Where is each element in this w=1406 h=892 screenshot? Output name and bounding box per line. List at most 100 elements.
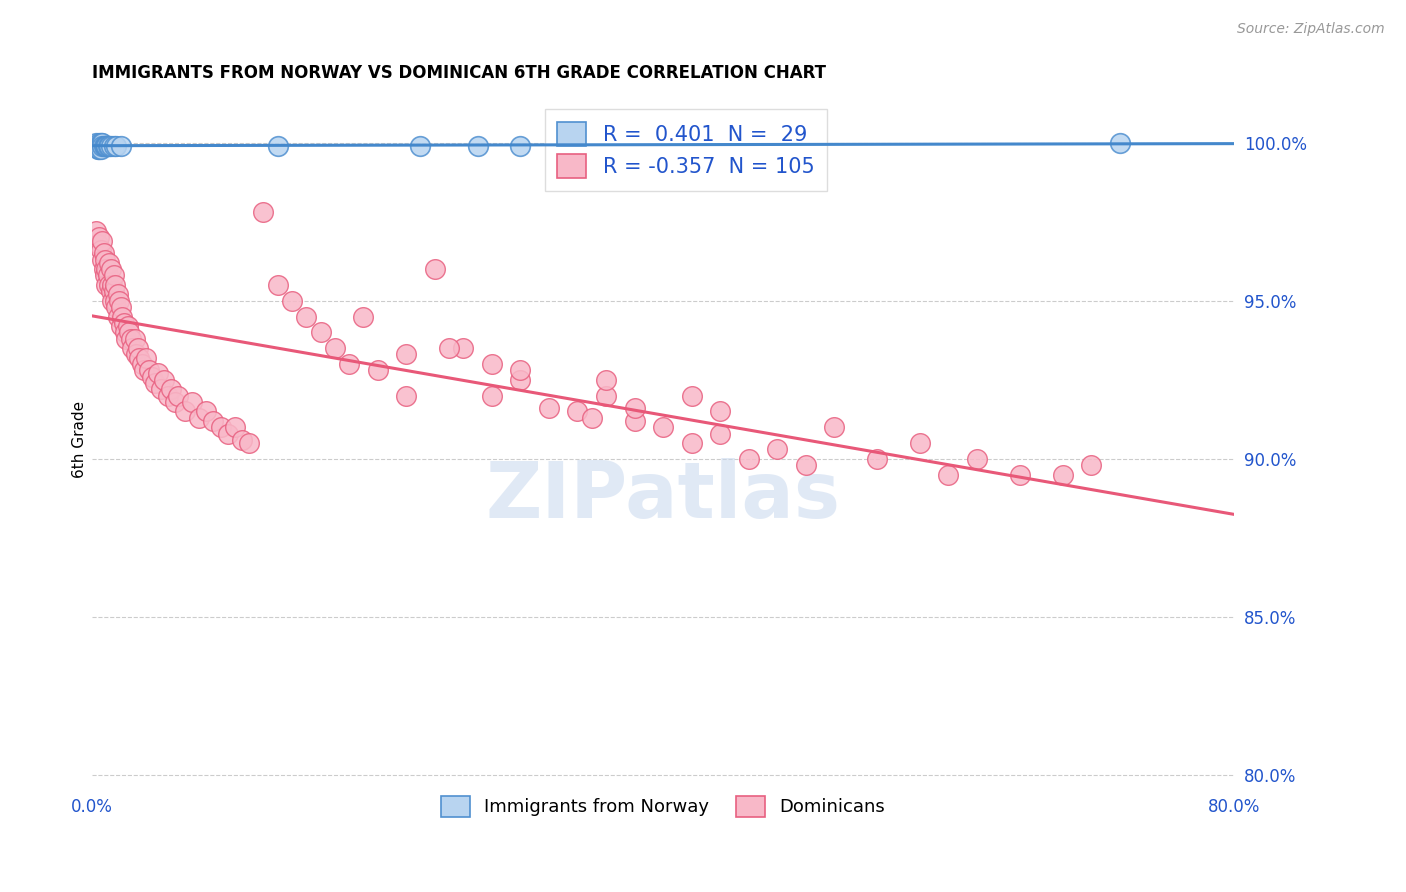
Point xyxy=(224,420,246,434)
Point xyxy=(423,262,446,277)
Point xyxy=(267,138,290,153)
Point xyxy=(86,224,108,238)
Point xyxy=(146,367,169,381)
Point xyxy=(107,287,129,301)
Point xyxy=(866,451,889,466)
Point xyxy=(101,277,124,292)
Point xyxy=(141,369,163,384)
Point xyxy=(90,136,112,150)
Point xyxy=(98,277,121,292)
Point xyxy=(567,404,589,418)
Point xyxy=(323,341,346,355)
Point xyxy=(131,357,153,371)
Point xyxy=(252,205,274,219)
Point xyxy=(509,138,531,153)
Point xyxy=(509,373,531,387)
Point xyxy=(98,256,121,270)
Point xyxy=(90,243,112,257)
Point xyxy=(467,138,489,153)
Point xyxy=(217,426,239,441)
Point xyxy=(104,277,127,292)
Point xyxy=(86,138,108,153)
Point xyxy=(281,293,304,308)
Point xyxy=(93,138,115,153)
Point xyxy=(103,268,125,283)
Text: IMMIGRANTS FROM NORWAY VS DOMINICAN 6TH GRADE CORRELATION CHART: IMMIGRANTS FROM NORWAY VS DOMINICAN 6TH … xyxy=(93,64,827,82)
Point xyxy=(238,436,260,450)
Point xyxy=(395,389,418,403)
Point xyxy=(209,420,232,434)
Point xyxy=(367,363,389,377)
Point xyxy=(188,410,211,425)
Point xyxy=(110,300,132,314)
Point xyxy=(966,451,988,466)
Point xyxy=(309,326,332,340)
Point xyxy=(938,467,960,482)
Point xyxy=(1080,458,1102,473)
Point xyxy=(89,136,111,150)
Legend: Immigrants from Norway, Dominicans: Immigrants from Norway, Dominicans xyxy=(433,789,893,824)
Point xyxy=(595,389,617,403)
Point xyxy=(100,262,122,277)
Point xyxy=(100,284,122,298)
Point xyxy=(97,268,120,283)
Point xyxy=(103,284,125,298)
Point xyxy=(127,341,149,355)
Point xyxy=(87,236,110,251)
Text: Source: ZipAtlas.com: Source: ZipAtlas.com xyxy=(1237,22,1385,37)
Point xyxy=(115,332,138,346)
Point xyxy=(87,142,110,156)
Point xyxy=(94,268,117,283)
Point xyxy=(174,404,197,418)
Point xyxy=(581,410,603,425)
Y-axis label: 6th Grade: 6th Grade xyxy=(72,401,87,478)
Point xyxy=(104,293,127,308)
Point xyxy=(105,138,128,153)
Point xyxy=(91,136,114,150)
Point xyxy=(96,262,118,277)
Point xyxy=(766,442,789,457)
Point xyxy=(138,363,160,377)
Point xyxy=(93,246,115,260)
Point xyxy=(98,138,121,153)
Point xyxy=(166,389,188,403)
Point xyxy=(94,138,117,153)
Point xyxy=(163,395,186,409)
Point xyxy=(352,310,374,324)
Point xyxy=(97,138,120,153)
Point xyxy=(908,436,931,450)
Point xyxy=(89,142,111,156)
Point xyxy=(91,252,114,267)
Point xyxy=(96,277,118,292)
Point xyxy=(87,138,110,153)
Point xyxy=(94,252,117,267)
Point xyxy=(91,234,114,248)
Point xyxy=(90,138,112,153)
Point xyxy=(149,382,172,396)
Point xyxy=(481,389,503,403)
Point xyxy=(823,420,845,434)
Point xyxy=(794,458,817,473)
Point xyxy=(110,319,132,334)
Point xyxy=(409,138,432,153)
Point xyxy=(128,351,150,365)
Point xyxy=(709,404,731,418)
Point xyxy=(567,138,589,153)
Point xyxy=(91,138,114,153)
Point xyxy=(1108,136,1130,150)
Point xyxy=(537,401,560,416)
Point xyxy=(112,316,135,330)
Point xyxy=(108,293,131,308)
Point xyxy=(96,138,118,153)
Point xyxy=(84,138,107,153)
Point xyxy=(152,373,174,387)
Point xyxy=(121,341,143,355)
Point xyxy=(159,382,181,396)
Point xyxy=(481,357,503,371)
Point xyxy=(623,401,645,416)
Point xyxy=(595,373,617,387)
Point xyxy=(107,310,129,324)
Point xyxy=(156,389,179,403)
Point xyxy=(623,414,645,428)
Point xyxy=(124,332,146,346)
